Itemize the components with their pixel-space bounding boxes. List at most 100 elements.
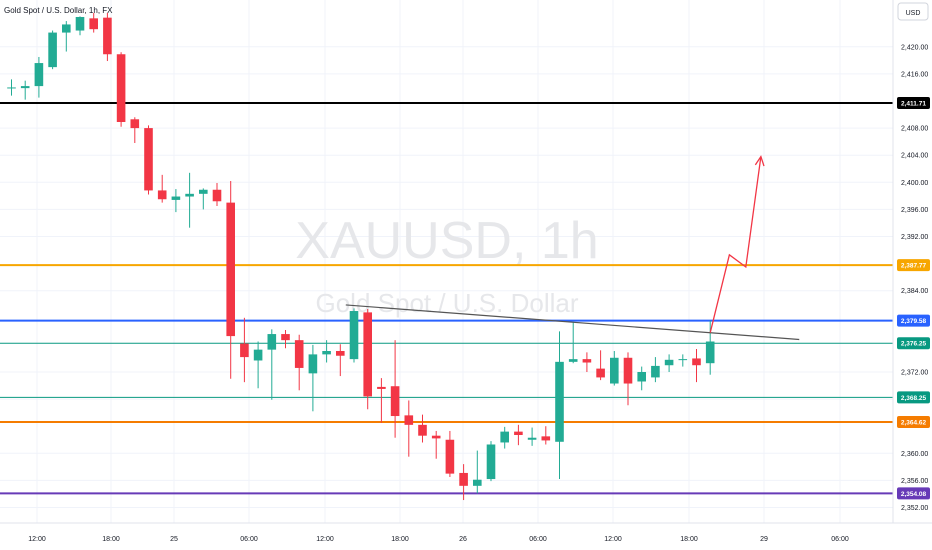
price-level-badge xyxy=(897,337,930,350)
price-tick-label: 2,356.00 xyxy=(901,478,928,485)
candle-body-up xyxy=(555,361,564,442)
candle-body-up xyxy=(267,334,277,350)
candle-body-down xyxy=(459,472,468,486)
time-tick-label: 12:00 xyxy=(28,536,46,543)
price-level-label: 2,379.58 xyxy=(901,318,927,325)
candle-body-down xyxy=(582,359,592,363)
price-level-badge xyxy=(897,259,930,272)
time-tick-label: 18:00 xyxy=(102,536,120,543)
candle-body-down xyxy=(130,119,140,129)
time-tick-label: 12:00 xyxy=(316,536,334,543)
candle-body-up xyxy=(199,189,208,194)
time-tick-label: 12:00 xyxy=(604,536,622,543)
time-tick-label: 29 xyxy=(760,536,768,543)
currency-button-label: USD xyxy=(906,10,921,17)
time-tick-label: 18:00 xyxy=(680,536,698,543)
trendline xyxy=(345,304,800,341)
candle-body-down xyxy=(226,202,235,337)
price-tick-label: 2,352.00 xyxy=(901,505,928,512)
price-scale-labels: 2,411.71 2,387.77 2,379.58 2,376.25 2,368.25… xyxy=(897,96,930,500)
currency-button[interactable] xyxy=(897,2,929,21)
candle-body-up xyxy=(486,444,496,480)
candle-body-up xyxy=(185,193,194,197)
price-level-label: 2,387.77 xyxy=(901,263,927,270)
candle-body-up xyxy=(664,359,674,366)
candle-body-up xyxy=(637,372,646,382)
price-tick-label: 2,360.00 xyxy=(901,451,928,458)
candle-body-down xyxy=(336,350,345,356)
price-tick-label: 2,400.00 xyxy=(901,180,928,187)
candle-body-up xyxy=(62,24,71,33)
projection-arrow xyxy=(709,156,762,333)
price-tick-label: 2,372.00 xyxy=(901,370,928,377)
candle-body-up xyxy=(7,87,16,89)
candle-body-down xyxy=(692,358,701,366)
candle-body-down xyxy=(445,439,455,474)
time-tick-label: 18:00 xyxy=(391,536,409,543)
candle-body-down xyxy=(294,340,304,368)
price-level-badge xyxy=(897,391,930,404)
price-tick-label: 2,384.00 xyxy=(901,288,928,295)
candle-body-up xyxy=(253,349,263,361)
drawings xyxy=(345,155,800,341)
candle-body-down xyxy=(89,18,98,30)
chart-pane[interactable] xyxy=(0,0,893,523)
price-level-label: 2,368.25 xyxy=(901,395,927,402)
time-tick-label: 06:00 xyxy=(831,536,849,543)
price-tick-label: 2,408.00 xyxy=(901,126,928,133)
candle-body-down xyxy=(541,436,551,441)
candle-body-down xyxy=(103,17,112,55)
time-tick-label: 06:00 xyxy=(529,536,547,543)
candle-body-down xyxy=(116,54,126,123)
candle-body-up xyxy=(34,63,44,87)
candle-body-up xyxy=(322,350,331,355)
horizontal-levels xyxy=(0,101,893,495)
candle-body-down xyxy=(418,424,427,436)
candle-body-down xyxy=(281,334,290,341)
candle-body-down xyxy=(390,386,400,417)
candle-body-up xyxy=(705,341,715,364)
candle-body-up xyxy=(500,431,509,443)
watermark-ticker: XAUUSD, 1h xyxy=(295,212,598,270)
candle-body-down xyxy=(404,415,414,425)
symbol-description: Gold Spot / U.S. Dollar, 1h, FX xyxy=(4,6,113,15)
time-tick-label: 26 xyxy=(459,536,467,543)
candle-body-down xyxy=(596,368,605,378)
candle-body-down xyxy=(623,357,633,384)
candle-body-up xyxy=(171,196,181,200)
candle-body-down xyxy=(157,190,167,200)
candle-body-up xyxy=(678,359,688,361)
candle-body-up xyxy=(473,479,482,486)
candle-body-up xyxy=(20,86,30,89)
price-scale-ticks: 2,352.002,356.002,360.002,368.002,372.00… xyxy=(901,44,928,512)
price-tick-label: 2,404.00 xyxy=(901,153,928,160)
candle-body-up xyxy=(75,16,85,31)
candle-body-up xyxy=(568,359,578,362)
price-tick-label: 2,416.00 xyxy=(901,71,928,78)
candle-body-down xyxy=(377,386,386,389)
candle-body-down xyxy=(514,431,523,436)
price-level-label: 2,411.71 xyxy=(901,100,926,107)
candle-body-up xyxy=(527,437,537,440)
candle-body-up xyxy=(610,357,619,384)
price-tick-label: 2,392.00 xyxy=(901,234,928,241)
candle-body-down xyxy=(144,128,153,191)
price-level-label: 2,354.08 xyxy=(901,491,927,498)
price-level-badge xyxy=(897,415,930,428)
arrowhead-icon xyxy=(754,155,765,167)
price-tick-label: 2,420.00 xyxy=(901,44,928,51)
price-level-label: 2,364.62 xyxy=(901,419,927,426)
time-scale[interactable]: 12:00 18:00 25 06:00 12:00 18:00 26 06:00 12:00 1… xyxy=(28,536,849,543)
candle-body-down xyxy=(212,189,222,202)
time-tick-label: 25 xyxy=(170,536,178,543)
candle-body-up xyxy=(651,365,660,378)
candle-body-up xyxy=(48,32,57,68)
price-level-label: 2,376.25 xyxy=(901,341,927,348)
candle-body-down xyxy=(240,343,249,358)
candle-body-up xyxy=(349,311,359,360)
price-level-badge xyxy=(897,487,930,500)
candlesticks xyxy=(7,12,715,501)
candle-body-down xyxy=(363,312,372,397)
price-level-badge xyxy=(897,96,930,109)
